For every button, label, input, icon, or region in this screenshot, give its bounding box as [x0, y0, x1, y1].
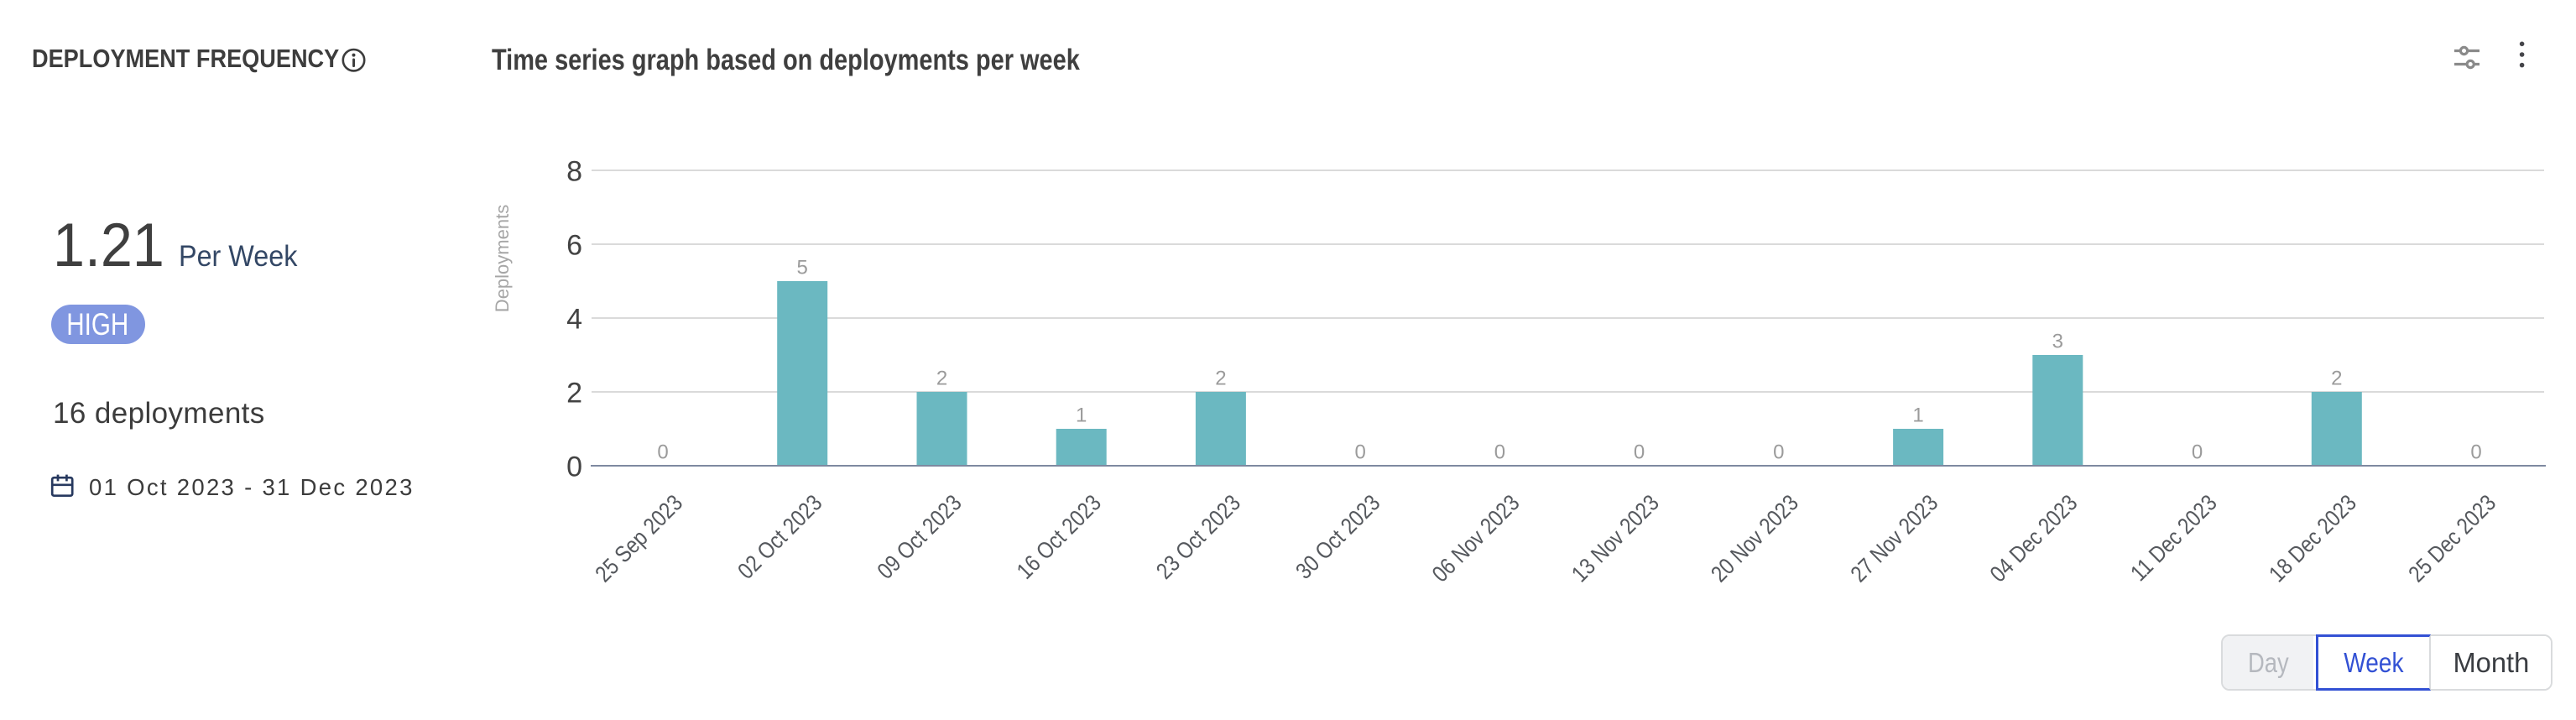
- svg-text:0: 0: [566, 451, 582, 483]
- svg-text:25 Sep 2023: 25 Sep 2023: [591, 490, 688, 587]
- svg-text:0: 0: [1773, 441, 1784, 464]
- svg-text:0: 0: [657, 441, 668, 464]
- svg-text:2: 2: [2331, 368, 2342, 390]
- svg-text:0: 0: [1355, 441, 1366, 464]
- svg-text:09 Oct 2023: 09 Oct 2023: [873, 490, 967, 584]
- svg-text:30 Oct 2023: 30 Oct 2023: [1291, 490, 1385, 584]
- svg-text:5: 5: [797, 257, 808, 279]
- svg-text:23 Oct 2023: 23 Oct 2023: [1152, 490, 1246, 584]
- svg-text:04 Dec 2023: 04 Dec 2023: [1985, 490, 2083, 587]
- svg-text:0: 0: [2192, 441, 2203, 464]
- svg-text:1: 1: [1912, 404, 1923, 427]
- svg-text:Deployments: Deployments: [492, 205, 513, 312]
- svg-text:06 Nov 2023: 06 Nov 2023: [1427, 490, 1525, 587]
- svg-text:6: 6: [566, 229, 582, 261]
- svg-text:2: 2: [566, 377, 582, 409]
- svg-text:11 Dec 2023: 11 Dec 2023: [2126, 490, 2222, 586]
- svg-text:02 Oct 2023: 02 Oct 2023: [733, 490, 827, 584]
- svg-text:18 Dec 2023: 18 Dec 2023: [2265, 490, 2362, 587]
- svg-text:0: 0: [1634, 441, 1645, 464]
- svg-text:0: 0: [2470, 441, 2481, 464]
- svg-text:2: 2: [1215, 368, 1226, 390]
- svg-text:25 Dec 2023: 25 Dec 2023: [2404, 490, 2501, 587]
- svg-text:3: 3: [2052, 331, 2063, 353]
- svg-text:13 Nov 2023: 13 Nov 2023: [1567, 490, 1665, 587]
- svg-text:4: 4: [566, 303, 582, 335]
- svg-text:27 Nov 2023: 27 Nov 2023: [1846, 490, 1943, 587]
- svg-text:20 Nov 2023: 20 Nov 2023: [1707, 490, 1804, 587]
- svg-text:16 Oct 2023: 16 Oct 2023: [1012, 490, 1106, 584]
- svg-text:8: 8: [566, 155, 582, 187]
- svg-text:2: 2: [936, 368, 947, 390]
- svg-text:1: 1: [1076, 404, 1087, 427]
- svg-text:0: 0: [1494, 441, 1505, 464]
